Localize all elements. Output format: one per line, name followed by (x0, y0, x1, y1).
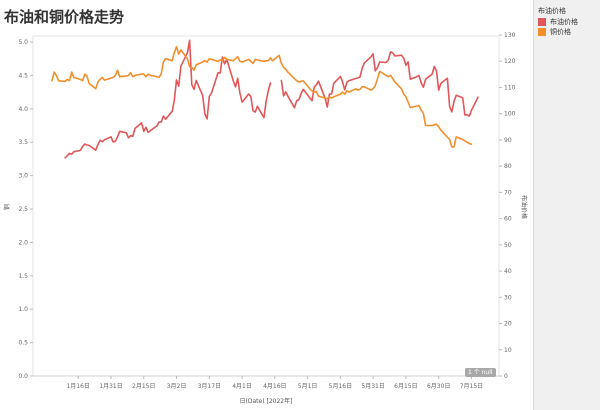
right-tick-label: 110 (504, 84, 516, 91)
null-indicator-badge[interactable]: 1 个 null (465, 368, 496, 377)
right-tick-label: 100 (504, 111, 516, 118)
x-tick-label: 4月16日 (263, 383, 286, 390)
right-tick-label: 10 (504, 347, 512, 354)
left-tick-label: 1.5 (18, 273, 28, 280)
x-tick-label: 3月17日 (198, 383, 221, 390)
x-tick-label: 5月1日 (298, 383, 318, 390)
right-axis: 0 10 20 30 40 50 60 70 80 90 100 110 120 130 (499, 32, 516, 380)
legend-label-copper: 铜价格 (550, 28, 571, 36)
legend-panel: 布油价格 布油价格 铜价格 (533, 0, 600, 410)
left-tick-label: 0.0 (18, 373, 28, 380)
x-tick-label: 3月2日 (167, 383, 187, 390)
left-tick-label: 5.0 (18, 39, 28, 46)
left-tick-label: 3.5 (18, 139, 28, 146)
left-tick-label: 3.0 (18, 173, 28, 180)
legend-title: 布油价格 (538, 7, 566, 15)
x-tick-label: 1月31日 (99, 383, 122, 390)
legend-item-brent[interactable]: 布油价格 (538, 17, 578, 27)
x-tick-label: 7月15日 (460, 383, 483, 390)
x-tick-label: 4月1日 (232, 383, 252, 390)
x-axis: 1月16日 1月31日 2月15日 3月2日 3月17日 4月1日 4月16日 5月1日 5月1… (66, 376, 483, 390)
x-tick-label: 5月31日 (361, 383, 384, 390)
right-tick-label: 40 (504, 268, 512, 275)
left-tick-label: 4.5 (18, 72, 28, 79)
x-tick-label: 5月16日 (329, 383, 352, 390)
brent-price-line-segment-1[interactable] (280, 50, 479, 117)
legend-item-copper[interactable]: 铜价格 (538, 27, 571, 37)
right-tick-label: 60 (504, 216, 512, 223)
right-tick-label: 70 (504, 189, 512, 196)
line-chart: 0.0 0.5 1.0 1.5 2.0 2.5 3.0 3.5 4.0 4.5 5.0 0 10 20 3… (3, 32, 528, 405)
legend-swatch-brent (538, 18, 546, 26)
right-tick-label: 30 (504, 294, 512, 301)
copper-price-line-segment-0[interactable] (51, 45, 473, 148)
right-tick-label: 50 (504, 242, 512, 249)
left-axis: 0.0 0.5 1.0 1.5 2.0 2.5 3.0 3.5 4.0 4.5 5.0 (18, 39, 33, 380)
x-tick-label: 2月15日 (132, 383, 155, 390)
x-axis-label: 日(Date) [2022年] (240, 397, 293, 405)
series-layer (51, 39, 479, 159)
y-axis-left-label: 铜 (3, 204, 11, 210)
x-tick-label: 6月15日 (394, 383, 417, 390)
right-tick-label: 120 (504, 58, 516, 65)
right-tick-label: 90 (504, 137, 512, 144)
legend-swatch-copper (538, 28, 546, 36)
left-tick-label: 0.5 (18, 340, 28, 347)
brent-price-line-segment-0[interactable] (64, 39, 272, 159)
legend-label-brent: 布油价格 (550, 18, 578, 26)
dashboard-title: 布油和铜价格走势 (4, 8, 125, 26)
right-tick-label: 80 (504, 163, 512, 170)
left-tick-label: 2.0 (18, 239, 28, 246)
left-tick-label: 2.5 (18, 206, 28, 213)
plot-area (32, 35, 500, 377)
chart-grid (32, 35, 500, 377)
left-tick-label: 1.0 (18, 306, 28, 313)
right-tick-label: 130 (504, 32, 516, 39)
left-tick-label: 4.0 (18, 106, 28, 113)
right-tick-label: 0 (504, 373, 508, 380)
y-axis-right-label: 布油价格 (520, 195, 528, 219)
right-tick-label: 20 (504, 321, 512, 328)
x-tick-label: 1月16日 (66, 383, 89, 390)
x-tick-label: 6月30日 (427, 383, 450, 390)
